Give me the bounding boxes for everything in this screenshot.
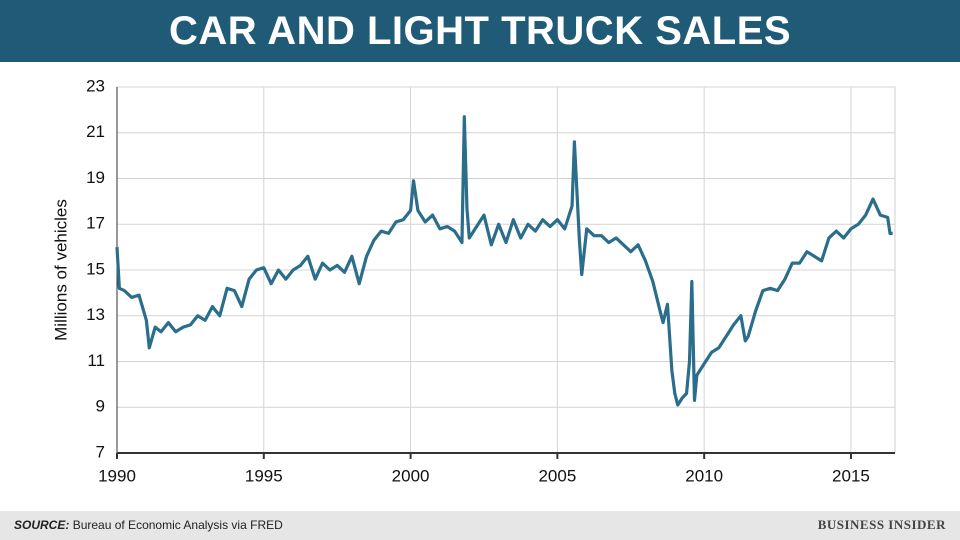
x-tick-label: 2005: [538, 466, 576, 485]
y-tick-label: 17: [86, 214, 105, 233]
brand: BUSINESS INSIDER: [817, 517, 946, 532]
x-tick-label: 2000: [392, 466, 430, 485]
y-tick-label: 15: [86, 259, 105, 278]
y-tick-label: 7: [96, 442, 105, 461]
data-line: [115, 115, 893, 407]
x-tick-label: 2010: [685, 466, 723, 485]
chart: 7 9 11 13 15 17 19 21 23 1990 1995 2000 2005 2010 2015…: [51, 76, 896, 485]
x-tick-label: 1995: [245, 466, 283, 485]
x-tick-label: 1990: [98, 466, 136, 485]
source-text: Bureau of Economic Analysis via FRED: [72, 518, 283, 532]
x-tick-label: 2015: [832, 466, 870, 485]
y-tick-label: 23: [86, 76, 105, 95]
title-banner: CAR AND LIGHT TRUCK SALES: [0, 0, 960, 62]
y-tick-label: 11: [87, 351, 105, 370]
source: SOURCE: Bureau of Economic Analysis via …: [14, 518, 283, 532]
footer: SOURCE: Bureau of Economic Analysis via …: [0, 511, 960, 540]
y-axis-label: Millions of vehicles: [51, 199, 70, 341]
source-label: SOURCE:: [14, 518, 70, 532]
y-tick-label: 21: [86, 122, 105, 141]
y-tick-label: 19: [86, 168, 105, 187]
y-tick-label: 9: [96, 397, 105, 416]
y-tick-label: 13: [86, 305, 105, 324]
